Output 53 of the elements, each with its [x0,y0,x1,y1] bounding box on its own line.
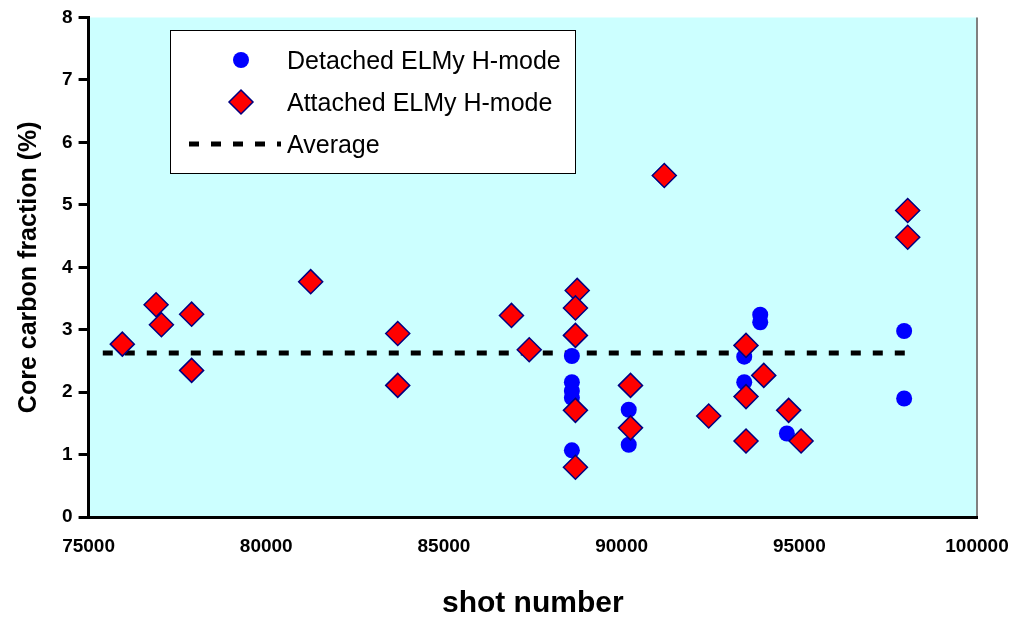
point [695,403,722,429]
point [751,362,777,389]
point [620,436,637,453]
point [894,197,921,224]
point [178,301,205,327]
legend-label: Average [287,129,380,159]
point [617,415,644,441]
point [651,162,678,189]
y-tick-label: 3 [61,318,73,340]
x-tick-label: 95000 [772,534,826,556]
point [617,372,644,399]
y-tick-label: 6 [61,130,73,152]
point [516,337,542,363]
point [562,295,589,321]
point [562,322,589,349]
legend-label: Attached ELMy H-mode [287,87,553,117]
x-tick-label: 100000 [945,534,1009,556]
point [143,292,169,318]
legend-label: Detached ELMy H-mode [287,45,561,75]
y-axis-title: Core carbon fraction (%) [12,121,41,414]
y-tick-label: 5 [61,193,73,215]
point [297,268,324,295]
point [620,401,637,418]
point [778,425,795,442]
point [896,390,913,407]
y-tick-label: 1 [61,442,73,464]
y-tick-label: 0 [61,505,73,527]
point [384,372,411,399]
point [563,442,580,459]
point [498,302,525,329]
point [733,332,759,359]
y-tick-label: 7 [61,68,73,90]
y-tick-label: 2 [61,380,73,402]
point [894,224,921,251]
point [733,428,759,454]
point [178,357,205,384]
y-tick-label: 4 [61,255,73,277]
point [788,428,814,454]
y-tick-label: 8 [61,5,73,27]
point [384,320,411,347]
point [896,323,913,340]
point [562,454,589,480]
x-tick-label: 80000 [239,534,293,556]
point [109,331,136,357]
point [563,348,580,365]
point [775,397,802,424]
x-tick-label: 75000 [62,534,115,556]
x-tick-label: 85000 [417,534,471,556]
point [733,383,759,410]
x-tick-label: 90000 [595,534,649,556]
x-axis-title: shot number [441,585,624,619]
point [148,312,175,338]
point [562,397,589,424]
